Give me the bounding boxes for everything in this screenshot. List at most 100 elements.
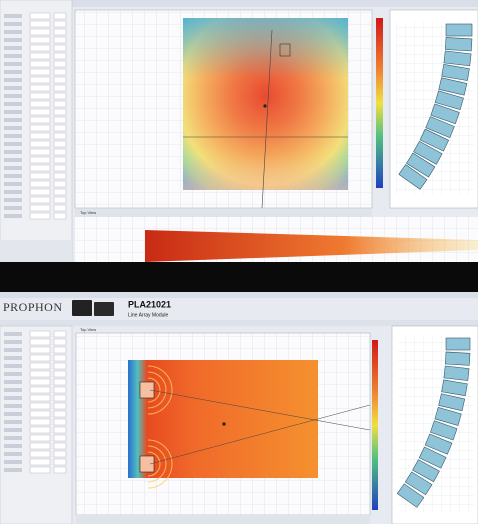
input-field	[53, 12, 67, 20]
input-field	[53, 370, 67, 378]
input-field	[29, 12, 51, 20]
input-field	[53, 164, 67, 172]
row-label	[4, 380, 22, 384]
input-field	[53, 402, 67, 410]
row-label	[4, 404, 22, 408]
property-rows	[4, 12, 67, 220]
array-box	[445, 37, 473, 52]
input-field	[29, 410, 51, 418]
input-field	[53, 180, 67, 188]
array-box	[438, 393, 466, 412]
input-field	[53, 188, 67, 196]
row-label	[4, 332, 22, 336]
array-box	[441, 64, 470, 81]
menu-bar	[0, 292, 478, 298]
row-label	[4, 22, 22, 26]
input-field	[29, 172, 51, 180]
input-field	[53, 196, 67, 204]
tab[interactable]: Top View	[80, 210, 96, 215]
input-field	[29, 330, 51, 338]
array-box	[445, 337, 471, 351]
row-label	[4, 364, 22, 368]
array-box	[445, 23, 473, 37]
color-scale	[372, 340, 378, 510]
input-field	[29, 124, 51, 132]
row-label	[4, 158, 22, 162]
row-label	[4, 14, 22, 18]
row-label	[4, 54, 22, 58]
row-label	[4, 134, 22, 138]
property-rows	[4, 330, 67, 474]
row-label	[4, 62, 22, 66]
toolbar	[0, 320, 478, 326]
input-field	[29, 60, 51, 68]
input-field	[53, 458, 67, 466]
input-field	[53, 124, 67, 132]
array-box	[418, 446, 447, 469]
tab-bar	[75, 209, 372, 217]
input-field	[53, 92, 67, 100]
input-field	[29, 140, 51, 148]
input-field	[53, 450, 67, 458]
row-label	[4, 94, 22, 98]
array-box	[424, 433, 453, 455]
row-label	[4, 190, 22, 194]
row-label	[4, 86, 22, 90]
input-field	[29, 164, 51, 172]
speaker-icon	[279, 43, 291, 57]
row-label	[4, 174, 22, 178]
input-field	[53, 148, 67, 156]
array-box	[412, 459, 440, 483]
input-field	[53, 36, 67, 44]
guide-line	[149, 389, 371, 431]
array-box	[443, 50, 472, 67]
speaker-icon	[139, 381, 155, 399]
input-field	[53, 156, 67, 164]
input-field	[29, 188, 51, 196]
input-field	[29, 386, 51, 394]
input-field	[29, 108, 51, 116]
wavefronts	[147, 365, 173, 489]
input-field	[29, 354, 51, 362]
input-field	[29, 180, 51, 188]
array-box	[434, 406, 462, 426]
side-heat	[145, 230, 478, 262]
input-field	[53, 68, 67, 76]
color-scale	[376, 18, 383, 188]
row-label	[4, 150, 22, 154]
row-label	[4, 396, 22, 400]
tab[interactable]: Top View	[80, 327, 96, 332]
input-field	[29, 52, 51, 60]
row-label	[4, 206, 22, 210]
array-box	[398, 164, 428, 190]
array-box	[430, 103, 460, 125]
input-field	[29, 212, 51, 220]
input-field	[29, 442, 51, 450]
row-label	[4, 166, 22, 170]
tab-bar	[76, 515, 370, 524]
input-field	[53, 84, 67, 92]
input-field	[29, 466, 51, 474]
input-field	[29, 346, 51, 354]
input-field	[53, 466, 67, 474]
input-field	[53, 132, 67, 140]
input-field	[53, 346, 67, 354]
heatmap	[128, 360, 318, 478]
listener-point	[222, 422, 226, 426]
input-field	[29, 92, 51, 100]
input-field	[29, 450, 51, 458]
input-field	[29, 196, 51, 204]
input-field	[29, 156, 51, 164]
input-field	[53, 338, 67, 346]
input-field	[29, 338, 51, 346]
row-label	[4, 30, 22, 34]
array-box	[443, 365, 470, 381]
heatmap-shade	[183, 18, 348, 190]
brand-logo: PROPHON	[3, 300, 63, 314]
input-field	[29, 458, 51, 466]
input-field	[53, 20, 67, 28]
input-field	[29, 84, 51, 92]
listener-point	[263, 104, 267, 108]
input-field	[53, 172, 67, 180]
input-field	[53, 386, 67, 394]
